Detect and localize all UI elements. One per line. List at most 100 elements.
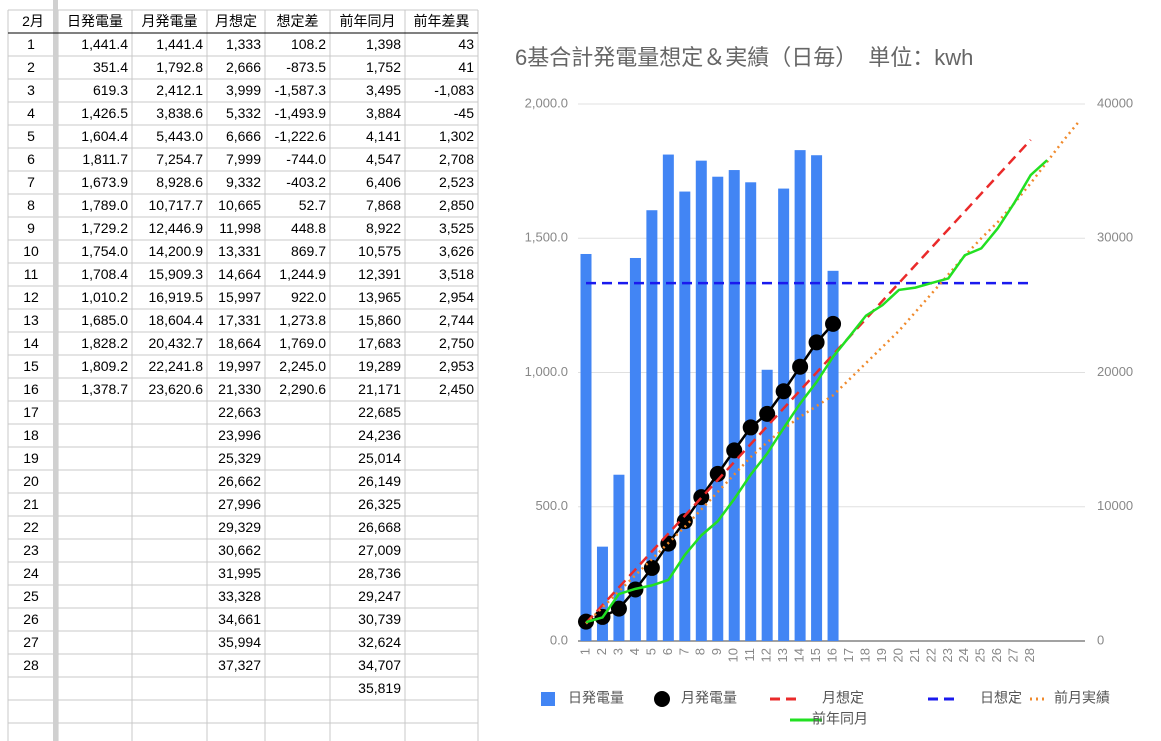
header-cell: 日発電量 (67, 13, 123, 29)
cell: 2,708 (439, 151, 474, 167)
cell: 4 (27, 105, 35, 121)
x-tick-label: 13 (775, 648, 790, 662)
series-line (585, 323, 834, 623)
cell: 1,426.5 (81, 105, 128, 121)
cell: 10 (23, 243, 39, 259)
marker (759, 405, 776, 422)
legend-label: 前年同月 (812, 711, 868, 727)
chart-title: 6基合計発電量想定＆実績（日毎） 単位：kwh (515, 45, 973, 70)
cell: 1,754.0 (81, 243, 128, 259)
x-tick-label: 2 (594, 648, 609, 655)
cell: 19,997 (218, 358, 261, 374)
x-tick-label: 19 (874, 648, 889, 662)
legend-label: 前月実績 (1054, 690, 1110, 706)
y2-tick-label: 0 (1097, 632, 1104, 647)
legend-swatch (541, 692, 555, 706)
cell: 23,996 (218, 427, 261, 443)
cell: 27 (23, 634, 39, 650)
marker (742, 419, 759, 436)
cell: 52.7 (299, 197, 326, 213)
x-tick-label: 7 (676, 648, 691, 655)
cell: 869.7 (291, 243, 326, 259)
cell: 8,922 (366, 220, 401, 236)
x-tick-label: 5 (643, 648, 658, 655)
cell: 9,332 (226, 174, 261, 190)
x-tick-label: 6 (660, 648, 675, 655)
legend-label: 月発電量 (681, 690, 737, 706)
cell: 2,744 (439, 312, 474, 328)
cell: 26,668 (358, 519, 401, 535)
cell: 8 (27, 197, 35, 213)
cell: 34,661 (218, 611, 261, 627)
cell: 3,518 (439, 266, 474, 282)
header-cell: 前年差異 (414, 13, 470, 29)
cell: 23,620.6 (149, 381, 204, 397)
x-tick-label: 23 (940, 648, 955, 662)
bar (695, 160, 707, 641)
legend-label: 月想定 (822, 690, 864, 706)
cell: 2,850 (439, 197, 474, 213)
x-tick-label: 24 (956, 648, 971, 662)
y-tick-label: 1,000.0 (525, 364, 568, 379)
cell: 41 (458, 59, 474, 75)
marker (825, 315, 842, 332)
cell: 17 (23, 404, 39, 420)
cell: 14,664 (218, 266, 261, 282)
cell: 1,789.0 (81, 197, 128, 213)
header-cell: 月発電量 (142, 13, 198, 29)
x-tick-label: 26 (989, 648, 1004, 662)
cell: 29,247 (358, 588, 401, 604)
cell: -1,222.6 (275, 128, 327, 144)
header-cell: 月想定 (215, 13, 257, 29)
cell: 1,398 (366, 36, 401, 52)
bar (662, 154, 674, 642)
x-tick-label: 18 (857, 648, 872, 662)
cell: 108.2 (291, 36, 326, 52)
cell: 3,999 (226, 82, 261, 98)
cell: -1,083 (434, 82, 474, 98)
cell: 26 (23, 611, 39, 627)
cell: -403.2 (286, 174, 326, 190)
cell: 1,752 (366, 59, 401, 75)
cell: 30,739 (358, 611, 401, 627)
cell: 22,685 (358, 404, 401, 420)
cell: 22,241.8 (149, 358, 204, 374)
cell: 15,997 (218, 289, 261, 305)
cell: 3,838.6 (156, 105, 203, 121)
cell: 28 (23, 657, 39, 673)
cell: 32,624 (358, 634, 401, 650)
y-tick-label: 2,000.0 (525, 95, 568, 110)
cell: 1,333 (226, 36, 261, 52)
bar (778, 188, 790, 641)
cell: 4,547 (366, 151, 401, 167)
cell: 1,729.2 (81, 220, 128, 236)
cell: 18,604.4 (149, 312, 204, 328)
x-tick-label: 28 (1022, 648, 1037, 662)
bar (679, 191, 691, 641)
cell: 2,954 (439, 289, 474, 305)
y-tick-label: 0.0 (550, 632, 568, 647)
cell: 12,391 (358, 266, 401, 282)
cell: 922.0 (291, 289, 326, 305)
x-tick-label: 14 (792, 648, 807, 662)
cell: 3,626 (439, 243, 474, 259)
y2-tick-label: 10000 (1097, 498, 1133, 513)
cell: 22 (23, 519, 39, 535)
cell: 20,432.7 (149, 335, 204, 351)
bar (794, 150, 806, 641)
marker (676, 513, 693, 530)
marker (792, 358, 809, 375)
bar (728, 170, 740, 641)
bar (629, 257, 641, 641)
cell: 18 (23, 427, 39, 443)
cell: 26,662 (218, 473, 261, 489)
cell: -45 (454, 105, 474, 121)
cell: 17,331 (218, 312, 261, 328)
bar (745, 182, 757, 641)
x-tick-label: 4 (627, 648, 642, 655)
cell: 2,412.1 (156, 82, 203, 98)
x-tick-label: 22 (923, 648, 938, 662)
cell: 6,406 (366, 174, 401, 190)
cell: 1,685.0 (81, 312, 128, 328)
cell: 6,666 (226, 128, 261, 144)
